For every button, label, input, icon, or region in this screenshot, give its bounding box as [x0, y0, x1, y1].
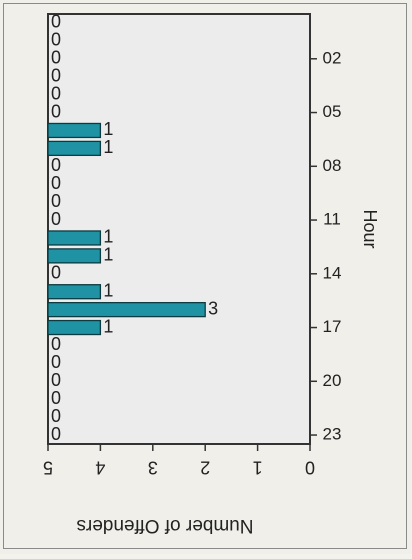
bar-value-label: 0	[51, 388, 61, 408]
bar-value-label: 1	[103, 245, 113, 265]
bar-value-label: 1	[103, 227, 113, 247]
outer-frame	[3, 3, 407, 549]
y-tick-label: 4	[95, 457, 105, 477]
bar-value-label: 1	[103, 280, 113, 300]
bar	[47, 122, 102, 139]
bar-value-label: 1	[103, 316, 113, 336]
bar-value-label: 0	[51, 263, 61, 283]
bar-value-label: 0	[51, 12, 61, 32]
x-axis-label: Hour	[360, 209, 380, 248]
x-tick-label: 17	[323, 317, 342, 336]
y-tick-label: 3	[148, 457, 158, 477]
bar	[47, 284, 102, 300]
x-tick-label: 08	[323, 156, 342, 175]
x-tick-label: 20	[323, 371, 342, 390]
bar-value-label: 0	[51, 352, 61, 372]
bar	[47, 301, 206, 318]
x-tick-label: 14	[323, 263, 342, 282]
x-tick-label: 23	[323, 425, 342, 444]
bar-value-label: 0	[51, 209, 61, 229]
bar-value-label: 0	[51, 83, 61, 103]
y-tick-label: 2	[200, 457, 210, 477]
bar	[47, 248, 102, 264]
bar-value-label: 0	[51, 101, 61, 121]
y-tick-label: 5	[43, 457, 53, 477]
bar	[47, 230, 102, 246]
bar-value-label: 3	[208, 298, 218, 318]
y-tick-label: 1	[253, 457, 263, 477]
plot-area	[47, 13, 311, 445]
x-tick-label: 02	[323, 48, 342, 67]
x-tick-label: 05	[323, 102, 342, 121]
bar-value-label: 1	[103, 119, 113, 139]
bar-value-label: 0	[51, 370, 61, 390]
y-axis: 0 1 2 3 4 5	[43, 444, 315, 477]
bar-value-label: 0	[51, 155, 61, 175]
bar-value-label: 0	[51, 424, 61, 444]
bar-value-label: 0	[51, 191, 61, 211]
x-axis: 02 05 08 11 14 17 20 23	[310, 48, 342, 444]
bar-value-label: 1	[103, 137, 113, 157]
bar-value-label: 0	[51, 48, 61, 68]
y-tick-label: 0	[305, 457, 315, 477]
bar-value-label: 0	[51, 30, 61, 50]
bar-value-label: 0	[51, 406, 61, 426]
bar	[47, 319, 102, 336]
bar	[47, 140, 102, 157]
bar-value-label: 0	[51, 65, 61, 85]
y-axis-label: Number of Offenders	[76, 515, 253, 536]
x-tick-label: 11	[323, 210, 341, 229]
bar-value-label: 0	[51, 334, 61, 354]
bar-value-label: 0	[51, 173, 61, 193]
